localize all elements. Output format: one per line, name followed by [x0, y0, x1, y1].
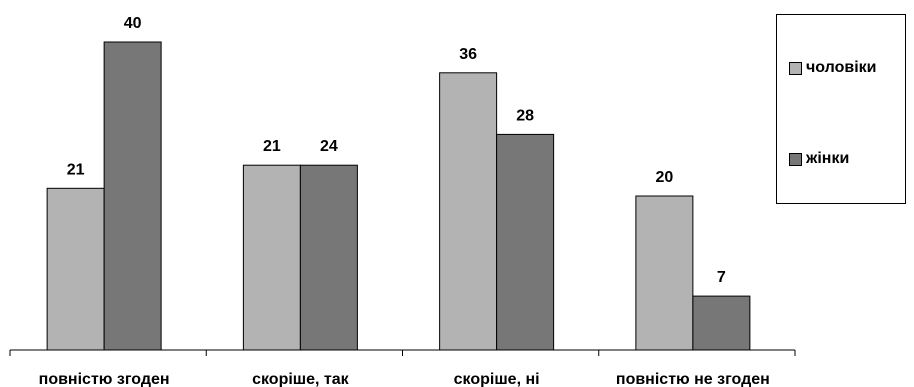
- data-label: 28: [516, 107, 534, 124]
- data-label: 21: [67, 161, 85, 178]
- data-label: 36: [459, 46, 477, 63]
- data-label: 24: [320, 138, 338, 155]
- legend-label-series-2: жінки: [806, 150, 850, 167]
- data-label: 21: [263, 138, 281, 155]
- x-tick-label: повністю згоден: [39, 371, 170, 387]
- legend: чоловіки жінки: [776, 14, 906, 204]
- bar-1-2: [242, 164, 301, 351]
- bar-2-2: [299, 164, 358, 351]
- bar-2-4: [692, 295, 751, 351]
- legend-item-series-2: жінки: [789, 150, 849, 168]
- legend-swatch-series-2: [789, 152, 802, 166]
- bar-1-1: [46, 187, 105, 351]
- bar-1-4: [635, 195, 694, 351]
- bar-2-1: [103, 41, 162, 351]
- data-label: 40: [124, 15, 142, 32]
- legend-item-series-1: чоловіки: [789, 59, 877, 77]
- legend-label-series-1: чоловіки: [806, 59, 877, 76]
- x-tick-label: повністю не згоден: [616, 371, 770, 387]
- bar-2-3: [496, 133, 555, 351]
- x-tick-label: скоріше, так: [252, 371, 350, 387]
- x-tick-label: скоріше, ні: [454, 371, 540, 387]
- bar-1-3: [439, 72, 498, 351]
- legend-swatch-series-1: [789, 61, 802, 75]
- data-label: 7: [717, 269, 726, 286]
- data-label: 20: [655, 169, 673, 186]
